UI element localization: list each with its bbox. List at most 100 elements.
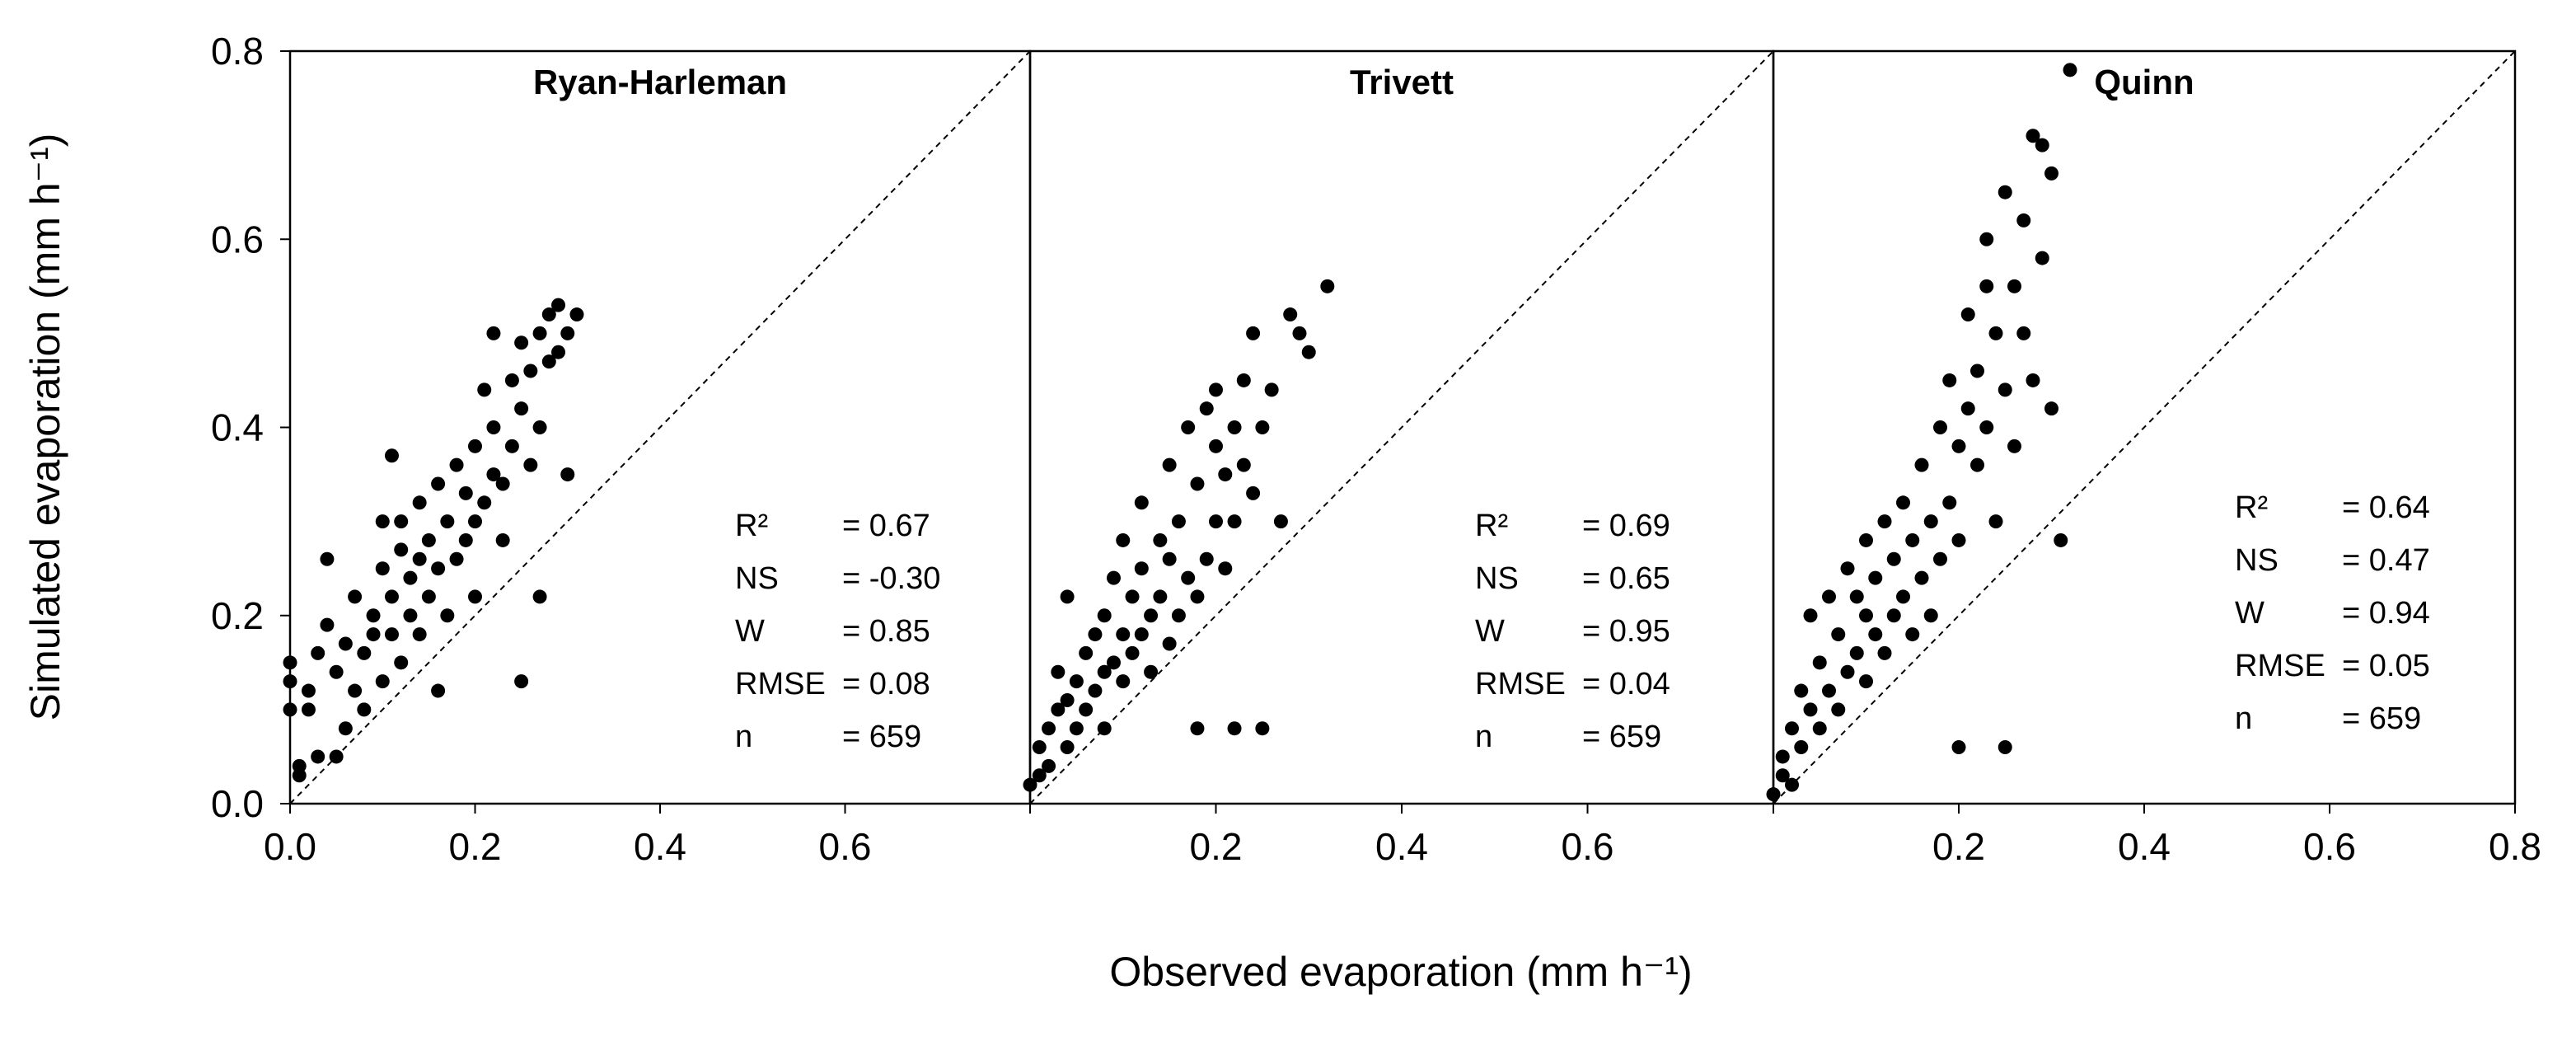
data-point: [2016, 213, 2031, 227]
data-point: [1988, 326, 2003, 340]
data-point: [412, 495, 427, 510]
stat-value: = 0.08: [842, 667, 930, 701]
data-point: [1199, 401, 1214, 416]
one-to-one-line: [289, 50, 1031, 804]
stat-label: W: [735, 614, 765, 649]
data-point: [1273, 514, 1288, 529]
data-point: [1116, 532, 1131, 547]
data-point: [1125, 645, 1140, 660]
data-point: [394, 542, 409, 557]
data-point: [532, 589, 547, 604]
data-point: [2007, 439, 2021, 453]
data-point: [1859, 532, 1873, 547]
data-point: [1032, 768, 1047, 783]
stat-value: = 0.95: [1582, 614, 1670, 649]
data-point: [1069, 674, 1084, 689]
data-point: [1125, 589, 1140, 604]
stat-label: W: [2235, 596, 2265, 631]
data-point: [1320, 279, 1335, 293]
data-point: [1097, 608, 1112, 623]
data-point: [1042, 758, 1056, 773]
data-point: [1144, 664, 1159, 679]
data-point: [1886, 608, 1901, 623]
data-point: [366, 627, 381, 642]
data-point: [458, 532, 473, 547]
data-point: [1970, 457, 1984, 472]
data-point: [486, 326, 501, 340]
data-point: [1988, 514, 2003, 529]
data-point: [495, 532, 510, 547]
data-point: [560, 326, 575, 340]
data-point: [2035, 251, 2049, 265]
x-tick-label: 0.2: [1190, 825, 1243, 868]
data-point: [1942, 373, 1957, 387]
stat-value: = 659: [1582, 720, 1661, 754]
stat-label: NS: [2235, 543, 2279, 578]
data-point: [1153, 532, 1168, 547]
data-point: [1905, 627, 1920, 642]
data-point: [1218, 561, 1233, 576]
data-point: [514, 401, 529, 416]
data-point: [1831, 702, 1846, 717]
x-tick-label: 0.2: [449, 825, 502, 868]
data-point: [1923, 514, 1938, 529]
stat-value: = 659: [842, 720, 921, 754]
data-point: [523, 364, 538, 378]
stat-label: RMSE: [2235, 649, 2325, 683]
data-point: [311, 645, 326, 660]
data-point: [329, 749, 344, 764]
data-point: [421, 589, 436, 604]
panel-2: 0.2 0.4 0.6 Trivett R² = 0.69 NS = 0.65 W = 0.95 R…: [1023, 49, 1775, 868]
stat-label: n: [2235, 701, 2252, 736]
data-point: [292, 768, 307, 783]
data-point: [1227, 721, 1242, 736]
data-point: [1803, 702, 1818, 717]
data-point: [375, 514, 390, 529]
stat-label: n: [1475, 720, 1492, 754]
data-point: [348, 589, 363, 604]
data-point: [1951, 439, 1966, 453]
data-point: [1088, 627, 1103, 642]
data-point: [1069, 721, 1084, 736]
x-tick-label: 0.6: [2303, 825, 2356, 868]
data-point: [1051, 702, 1066, 717]
data-point: [504, 373, 519, 387]
data-point: [366, 608, 381, 623]
data-point: [1896, 495, 1910, 510]
data-point: [1831, 627, 1846, 642]
data-point: [1032, 740, 1047, 755]
data-point: [2026, 129, 2040, 143]
stat-label: n: [735, 720, 752, 754]
stat-value: = 0.05: [2342, 649, 2430, 683]
y-tick-label: 0.0: [211, 782, 264, 825]
data-point: [2044, 401, 2058, 416]
data-point: [1951, 532, 1966, 547]
data-point: [1106, 570, 1121, 585]
data-point: [329, 664, 344, 679]
data-point: [523, 457, 538, 472]
data-point: [2016, 326, 2031, 340]
data-point: [283, 674, 297, 689]
x-axis-title: Observed evaporation (mm h⁻¹): [1109, 949, 1692, 995]
data-point: [1942, 495, 1957, 510]
data-point: [1849, 589, 1864, 604]
data-point: [2054, 532, 2068, 547]
x-tick-label: 0.6: [1562, 825, 1614, 868]
data-point: [2007, 279, 2021, 293]
stat-value: = 0.67: [842, 509, 930, 543]
data-point: [1079, 702, 1094, 717]
panel-title: Quinn: [2094, 63, 2194, 101]
data-point: [551, 298, 566, 312]
x-tick-label: 0.2: [1932, 825, 1985, 868]
data-point: [431, 476, 446, 491]
y-tick-label: 0.4: [211, 406, 264, 449]
data-point: [1859, 608, 1873, 623]
data-point: [1255, 721, 1270, 736]
y-axis-title: Simulated evaporation (mm h⁻¹): [22, 134, 68, 721]
data-point: [468, 514, 482, 529]
data-point: [1794, 740, 1809, 755]
data-point: [1849, 645, 1864, 660]
data-point: [449, 551, 464, 566]
data-point: [1171, 608, 1186, 623]
data-point: [1840, 664, 1855, 679]
